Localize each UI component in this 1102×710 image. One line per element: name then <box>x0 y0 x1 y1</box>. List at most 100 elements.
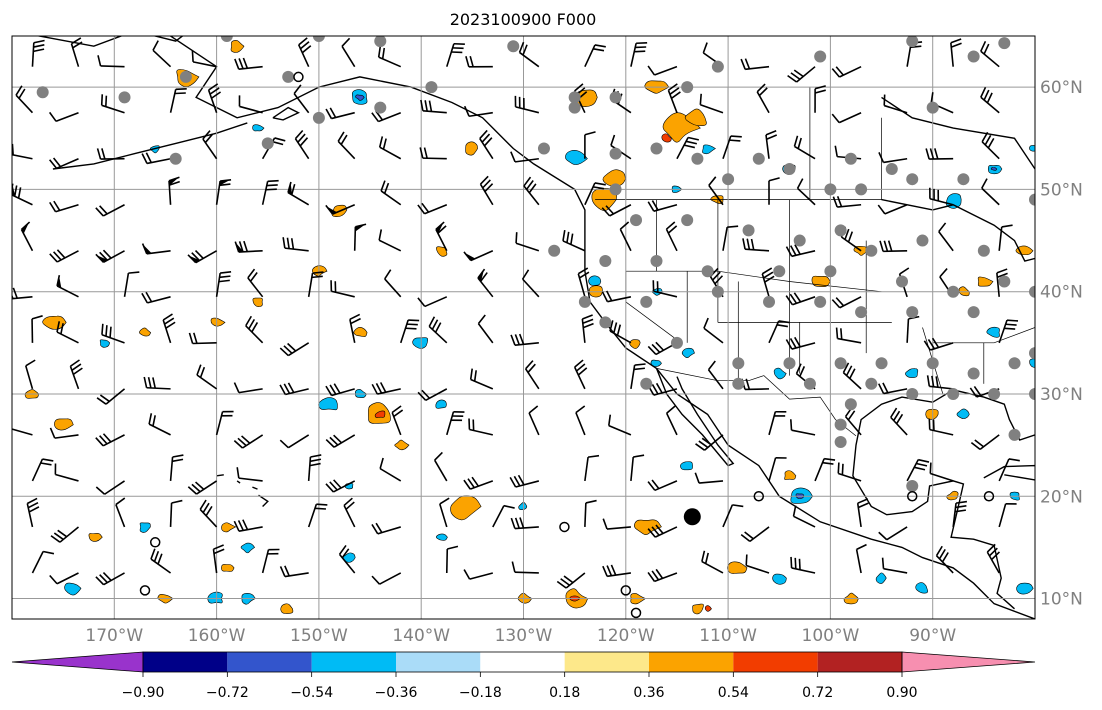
wind-barb-icon <box>562 229 586 252</box>
barb-feather <box>510 334 516 346</box>
wind-barb-icon <box>607 414 632 436</box>
barb-pennant <box>477 269 484 282</box>
barb-feather <box>99 574 108 584</box>
station-dot-icon <box>312 111 325 124</box>
barb-feather <box>15 85 23 96</box>
barb-feather <box>895 413 904 425</box>
barb-feather <box>798 558 801 570</box>
wind-barb-icon <box>282 237 309 252</box>
barb-feather <box>835 297 845 307</box>
colorbar-tick-label: −0.18 <box>459 685 502 701</box>
wind-barb-icon <box>523 176 540 206</box>
wind-barb-icon <box>439 497 450 528</box>
wind-barb-icon <box>463 105 493 118</box>
wind-barb-icon <box>234 240 263 253</box>
barb-feather <box>380 180 386 192</box>
station-dot-icon <box>568 91 581 104</box>
barb-staff <box>608 424 632 436</box>
wind-barb-icon <box>150 548 172 574</box>
barb-feather <box>579 271 590 279</box>
barb-feather <box>585 499 597 504</box>
strong-positive-contour <box>661 133 672 143</box>
barb-feather <box>473 370 477 382</box>
barb-feather <box>562 229 566 242</box>
wind-barb-icon <box>970 434 1000 451</box>
barb-feather <box>792 505 797 517</box>
wind-barb-icon <box>878 152 908 164</box>
wind-barb-icon <box>141 243 171 255</box>
coastline <box>272 106 301 121</box>
barb-feather <box>333 383 341 394</box>
barb-feather <box>243 240 249 252</box>
barb-feather <box>290 183 296 195</box>
wind-barb-icon <box>377 46 402 68</box>
barb-feather <box>983 89 990 101</box>
wind-barb-icon <box>417 296 448 308</box>
coastline <box>258 494 269 507</box>
barb-feather <box>297 133 306 143</box>
station-dot-icon <box>681 214 694 227</box>
barb-feather <box>831 68 841 78</box>
barb-feather <box>477 314 486 325</box>
wind-barb-icon <box>69 359 83 390</box>
barb-feather <box>205 505 213 517</box>
barb-feather <box>513 475 521 487</box>
barb-feather <box>417 297 426 307</box>
wind-barb-icon <box>676 136 700 160</box>
empty-circle-icon <box>753 491 765 502</box>
station-dot-icon <box>537 142 550 155</box>
barb-feather <box>834 145 838 157</box>
barb-feather <box>345 501 355 510</box>
barb-feather <box>584 131 596 136</box>
station-dot-icon <box>599 316 612 329</box>
wind-barb-icon <box>665 405 678 436</box>
barb-feather <box>970 442 981 451</box>
wind-barb-icon <box>233 382 263 394</box>
wind-barb-icon <box>115 497 126 528</box>
barb-feather <box>219 183 231 187</box>
wind-barb-icon <box>510 333 539 346</box>
barb-feather <box>279 566 286 577</box>
strong-negative-contour <box>990 167 998 171</box>
barb-feather <box>789 245 797 256</box>
wind-barb-icon <box>215 410 234 436</box>
barb-feather <box>384 269 392 280</box>
barb-feather <box>1005 323 1017 326</box>
wind-barb-icon <box>391 405 404 436</box>
wind-barb-icon <box>707 360 724 390</box>
map-title: 2023100900 F000 <box>449 10 597 29</box>
wind-barb-icon <box>996 268 1008 297</box>
station-dot-icon <box>425 81 438 94</box>
barb-feather <box>213 548 225 555</box>
wind-barb-icon <box>143 376 171 390</box>
barb-staff <box>341 45 356 68</box>
colorbar-tick-label: 0.18 <box>549 685 580 701</box>
barb-feather <box>685 140 698 145</box>
colorbar-segment <box>733 652 818 672</box>
wind-barb-icon <box>325 434 356 448</box>
barb-staff <box>514 157 539 163</box>
wind-barb-icon <box>469 368 494 390</box>
barb-feather <box>465 56 470 68</box>
barb-feather <box>566 231 570 243</box>
barb-feather <box>284 565 290 577</box>
barb-feather <box>651 570 660 581</box>
barb-feather <box>72 41 83 49</box>
negative-contour <box>915 582 929 594</box>
station-dot-icon <box>998 37 1011 50</box>
lon-tick-label: 100°W <box>802 626 860 646</box>
barb-feather <box>417 204 426 215</box>
barb-staff <box>906 318 910 343</box>
station-dot-icon <box>691 152 704 165</box>
barb-staff <box>768 457 777 482</box>
wind-barb-icon <box>980 86 1000 114</box>
wind-barb-icon <box>938 222 954 252</box>
barb-feather <box>99 435 108 445</box>
wind-barb-icon <box>842 362 862 390</box>
negative-contour <box>240 542 256 554</box>
station-dot-icon <box>507 40 520 53</box>
barb-feather <box>12 287 18 299</box>
barb-feather <box>605 205 615 215</box>
positive-contour <box>436 246 448 257</box>
barb-staff <box>722 504 734 528</box>
